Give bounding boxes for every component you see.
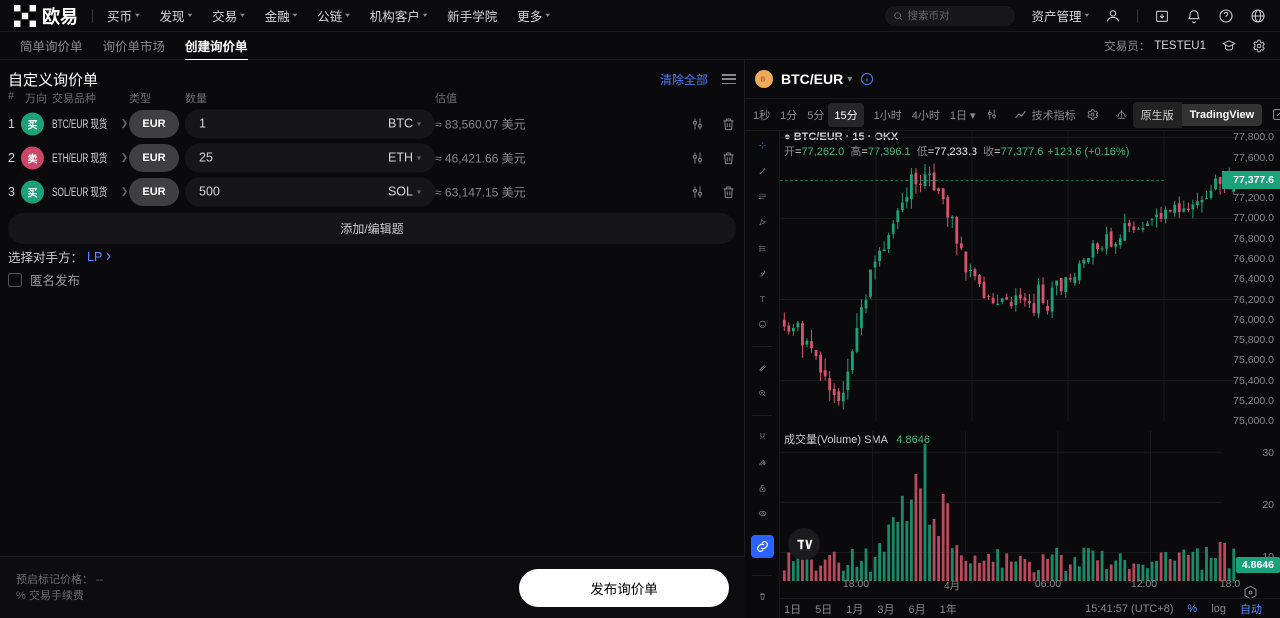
svg-text:B: B (761, 77, 766, 84)
